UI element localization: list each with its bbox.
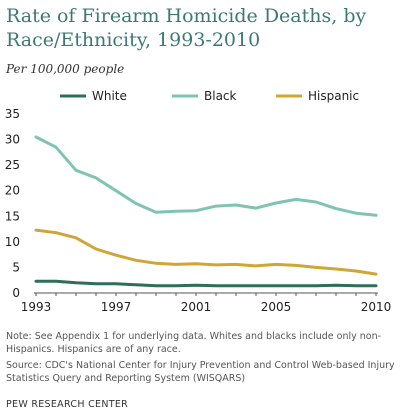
y-tick-label: 20	[5, 184, 20, 198]
y-tick-label: 15	[5, 209, 20, 223]
y-tick-label: 35	[5, 107, 20, 121]
legend-label-white: White	[92, 89, 127, 103]
legend-label-hispanic: Hispanic	[308, 89, 359, 103]
series-line-white	[34, 279, 378, 288]
publisher-credit: PEW RESEARCH CENTER	[6, 399, 129, 410]
series-line-hispanic	[34, 228, 378, 276]
chart-note: Note: See Appendix 1 for underlying data…	[6, 331, 382, 355]
y-axis: 0 5 10 15 20 25 30 35	[5, 107, 20, 300]
chart-title: Rate of Firearm Homicide Deaths, by Race…	[6, 5, 367, 51]
legend: White Black Hispanic	[60, 89, 359, 103]
x-tick-label: 1993	[21, 300, 52, 314]
y-tick-label: 5	[12, 260, 20, 274]
y-tick-label: 10	[5, 235, 20, 249]
x-axis: 1993 1997 2001 2005 2010	[21, 292, 392, 314]
x-tick-label: 2005	[261, 300, 292, 314]
series-line-black	[34, 135, 378, 217]
y-tick-label: 25	[5, 158, 20, 172]
legend-label-black: Black	[204, 89, 237, 103]
chart-source: Source: CDC's National Center for Injury…	[6, 360, 395, 384]
y-tick-label: 30	[5, 133, 20, 147]
y-tick-label: 0	[12, 286, 20, 300]
series-lines	[34, 135, 378, 288]
chart-subtitle: Per 100,000 people	[6, 62, 125, 76]
x-tick-label: 2001	[181, 300, 212, 314]
x-tick-label: 1997	[101, 300, 132, 314]
x-tick-label: 2010	[361, 300, 392, 314]
